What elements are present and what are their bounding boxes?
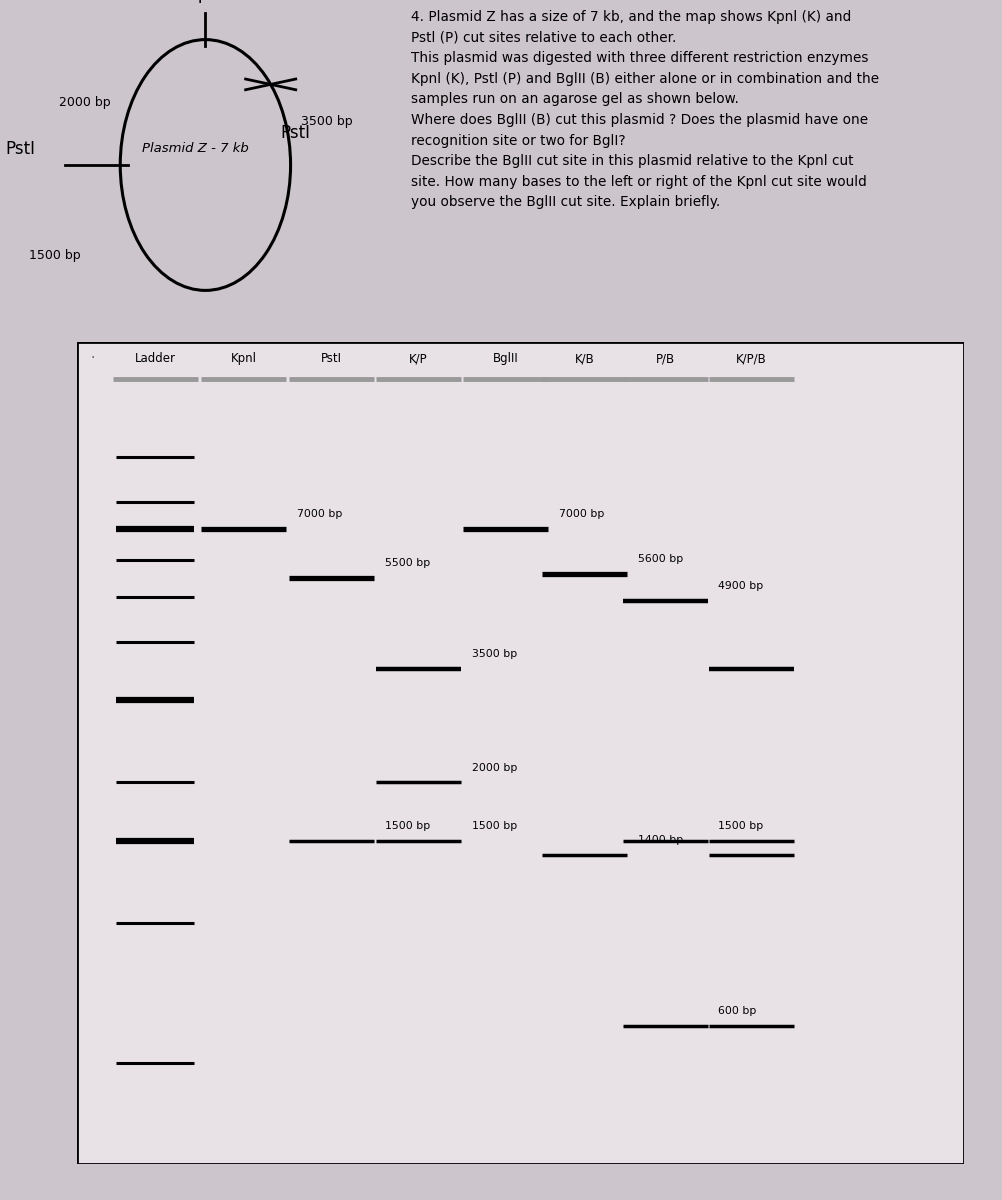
Text: Plasmid Z - 7 kb: Plasmid Z - 7 kb [142,142,248,155]
Text: 5600 bp: 5600 bp [637,554,682,564]
Text: K/P/B: K/P/B [735,352,767,365]
Text: K/P: K/P [409,352,428,365]
Text: 4900 bp: 4900 bp [718,581,764,592]
Text: K/B: K/B [574,352,594,365]
Text: 1400 bp: 1400 bp [637,835,682,845]
Text: 2000 bp: 2000 bp [58,96,110,109]
Text: 5500 bp: 5500 bp [385,558,430,568]
Text: PstI: PstI [5,140,35,158]
Text: PstI: PstI [281,124,311,142]
Text: BglII: BglII [493,352,518,365]
Text: 1500 bp: 1500 bp [472,821,517,830]
Text: Kpnl: Kpnl [230,352,257,365]
Text: 7000 bp: 7000 bp [297,509,343,518]
Text: 1500 bp: 1500 bp [718,821,764,830]
Text: PstI: PstI [322,352,342,365]
Text: 3500 bp: 3500 bp [472,649,517,659]
Text: 7000 bp: 7000 bp [559,509,604,518]
Text: 2000 bp: 2000 bp [472,762,517,773]
Text: Kpnl: Kpnl [187,0,223,4]
Text: 600 bp: 600 bp [718,1007,757,1016]
Text: 1500 bp: 1500 bp [28,248,80,262]
Text: ·: · [90,352,95,365]
Text: 3500 bp: 3500 bp [301,115,353,127]
FancyBboxPatch shape [77,342,964,1164]
Text: P/B: P/B [655,352,674,365]
Text: 1500 bp: 1500 bp [385,821,430,830]
Text: Ladder: Ladder [134,352,175,365]
Text: 4. Plasmid Z has a size of 7 kb, and the map shows Kpnl (K) and
Pstl (P) cut sit: 4. Plasmid Z has a size of 7 kb, and the… [411,10,879,209]
